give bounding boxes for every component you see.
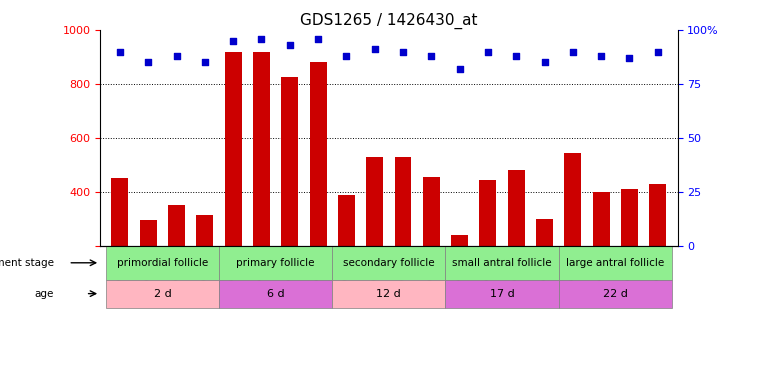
Bar — [423, 177, 440, 246]
Point — [651, 49, 664, 55]
Bar — [507, 170, 524, 246]
Bar — [310, 62, 326, 246]
Bar — [649, 184, 666, 246]
Text: 17 d: 17 d — [490, 289, 514, 298]
FancyBboxPatch shape — [446, 246, 559, 280]
Point — [425, 53, 437, 59]
FancyBboxPatch shape — [559, 246, 672, 280]
FancyBboxPatch shape — [446, 280, 559, 308]
Bar — [451, 235, 468, 246]
Bar — [593, 192, 610, 246]
Point — [256, 36, 268, 42]
Bar — [225, 52, 242, 246]
Text: 6 d: 6 d — [266, 289, 284, 298]
Bar — [480, 180, 497, 246]
Bar — [367, 157, 383, 246]
Bar — [281, 77, 298, 246]
Point — [595, 53, 608, 59]
Point — [538, 59, 551, 65]
Point — [312, 36, 324, 42]
Text: large antral follicle: large antral follicle — [566, 258, 665, 268]
Bar — [196, 215, 213, 246]
Text: development stage: development stage — [0, 258, 54, 268]
Bar — [168, 206, 185, 246]
Bar — [394, 157, 411, 246]
Text: small antral follicle: small antral follicle — [452, 258, 552, 268]
Title: GDS1265 / 1426430_at: GDS1265 / 1426430_at — [300, 12, 477, 28]
Point — [510, 53, 522, 59]
Bar — [112, 178, 129, 246]
Text: primordial follicle: primordial follicle — [117, 258, 208, 268]
Point — [170, 53, 182, 59]
Point — [567, 49, 579, 55]
FancyBboxPatch shape — [332, 280, 446, 308]
Text: 12 d: 12 d — [377, 289, 401, 298]
Bar — [338, 195, 355, 246]
Bar — [564, 153, 581, 246]
Bar — [621, 189, 638, 246]
Point — [114, 49, 126, 55]
Bar — [536, 219, 553, 246]
Point — [397, 49, 409, 55]
Point — [369, 46, 381, 53]
FancyBboxPatch shape — [105, 280, 219, 308]
Text: 22 d: 22 d — [603, 289, 628, 298]
Point — [454, 66, 466, 72]
Bar — [139, 220, 157, 246]
Point — [227, 38, 239, 44]
Point — [199, 59, 211, 65]
Point — [142, 59, 155, 65]
FancyBboxPatch shape — [219, 246, 332, 280]
Point — [482, 49, 494, 55]
Point — [624, 55, 636, 61]
Text: secondary follicle: secondary follicle — [343, 258, 434, 268]
FancyBboxPatch shape — [219, 280, 332, 308]
Text: 2 d: 2 d — [153, 289, 171, 298]
FancyBboxPatch shape — [559, 280, 672, 308]
Bar — [253, 52, 270, 246]
Text: primary follicle: primary follicle — [236, 258, 315, 268]
FancyBboxPatch shape — [105, 246, 219, 280]
Text: age: age — [35, 289, 54, 298]
Point — [283, 42, 296, 48]
FancyBboxPatch shape — [332, 246, 446, 280]
Point — [340, 53, 353, 59]
